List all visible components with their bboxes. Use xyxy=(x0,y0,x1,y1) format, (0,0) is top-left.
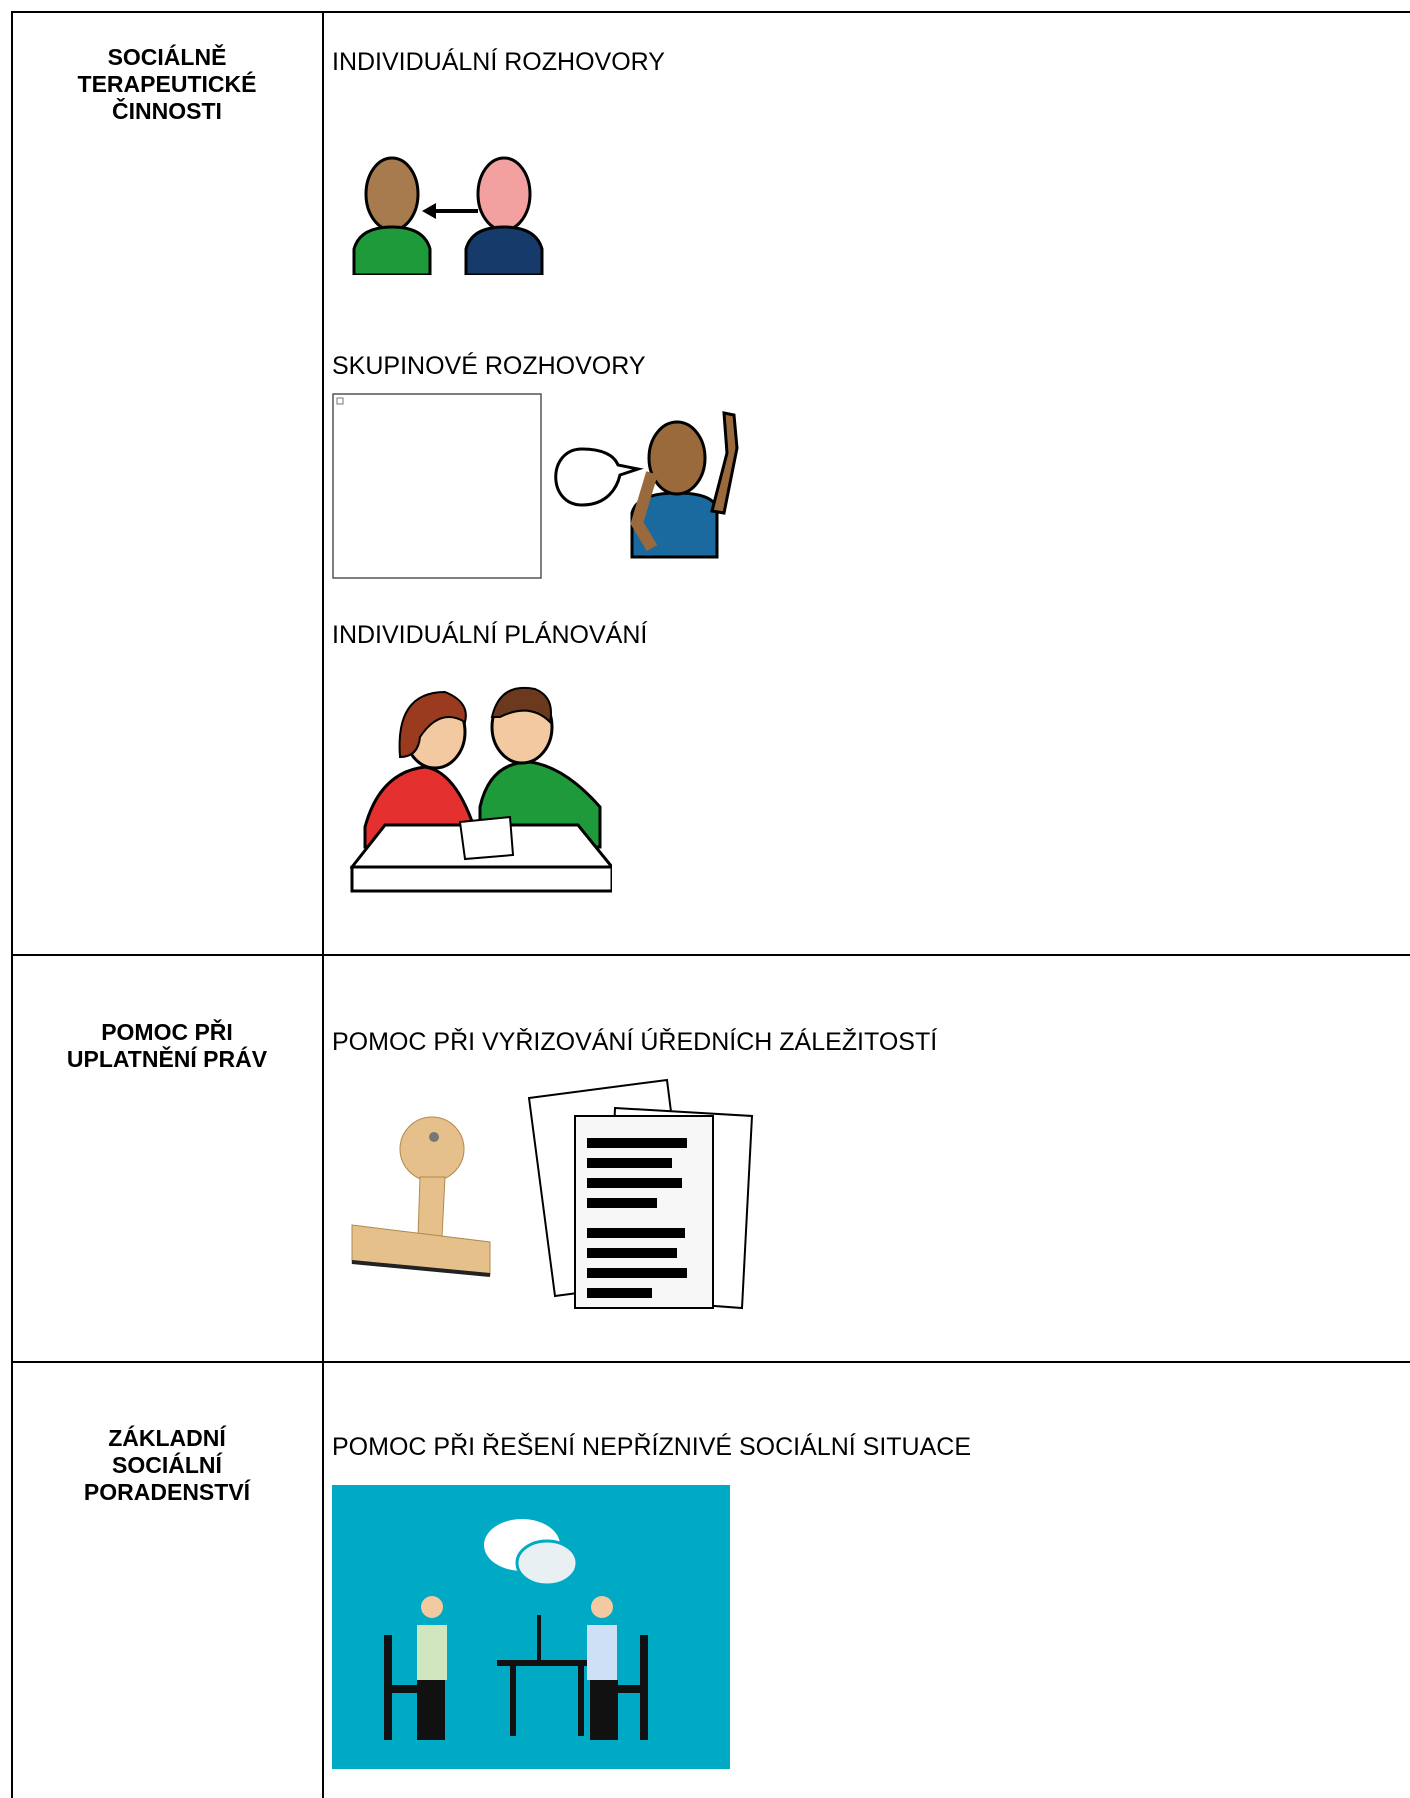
row-divider xyxy=(11,1361,1410,1363)
row-divider xyxy=(11,954,1410,956)
item-label: INDIVIDUÁLNÍ ROZHOVORY xyxy=(332,48,665,76)
heading-line: SOCIÁLNÍ xyxy=(112,1452,222,1478)
item-label: SKUPINOVÉ ROZHOVORY xyxy=(332,352,646,380)
illustration-planning xyxy=(350,686,612,893)
heading-line: ZÁKLADNÍ xyxy=(108,1425,226,1451)
row-heading: SOCIÁLNĚ TERAPEUTICKÉ ČINNOSTI xyxy=(11,44,323,125)
illustration-conversation xyxy=(352,156,544,275)
heading-line: UPLATNĚNÍ PRÁV xyxy=(66,1046,268,1072)
illustration-documents xyxy=(527,1078,754,1310)
heading-line: SOCIÁLNĚ xyxy=(107,44,227,70)
item-label: POMOC PŘI VYŘIZOVÁNÍ ÚŘEDNÍCH ZÁLEŽITOST… xyxy=(332,1028,938,1056)
item-label: INDIVIDUÁLNÍ PLÁNOVÁNÍ xyxy=(332,621,648,649)
item-label: POMOC PŘI ŘEŠENÍ NEPŘÍZNIVÉ SOCIÁLNÍ SIT… xyxy=(332,1433,972,1461)
border-left xyxy=(11,11,13,1798)
row-heading: ZÁKLADNÍ SOCIÁLNÍ PORADENSTVÍ xyxy=(11,1425,323,1506)
border-top xyxy=(11,11,1410,13)
heading-line: TERAPEUTICKÉ xyxy=(77,71,257,97)
illustration-group-talk xyxy=(332,393,739,579)
illustration-stamp xyxy=(351,1116,491,1277)
heading-line: ČINNOSTI xyxy=(112,98,222,124)
illustration-counselling xyxy=(332,1485,730,1769)
heading-line: POMOC PŘI xyxy=(101,1019,233,1045)
row-heading: POMOC PŘI UPLATNĚNÍ PRÁV xyxy=(11,1019,323,1073)
column-divider xyxy=(322,11,324,1798)
heading-line: PORADENSTVÍ xyxy=(83,1479,251,1505)
